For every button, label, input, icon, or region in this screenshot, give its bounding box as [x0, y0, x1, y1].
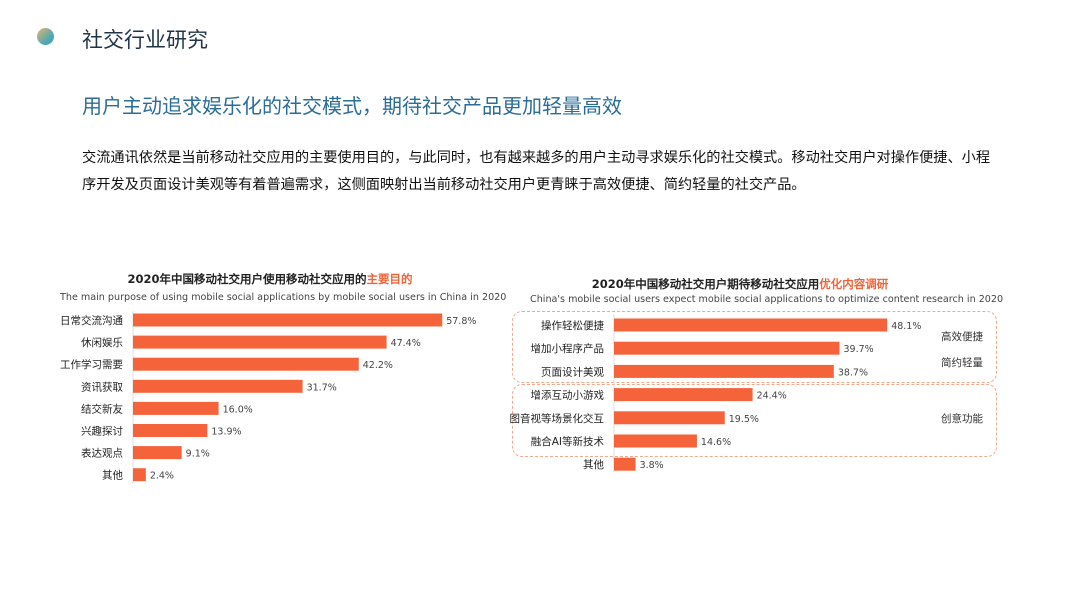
data-label: 57.8%: [446, 316, 476, 327]
data-label: 2.4%: [150, 471, 174, 482]
category-label: 其他: [583, 458, 604, 471]
bar: [614, 388, 753, 402]
group-label: 高效便捷: [941, 331, 983, 343]
bar: [133, 468, 146, 482]
category-label: 其他: [102, 469, 123, 482]
category-label: 工作学习需要: [60, 358, 123, 371]
data-label: 24.4%: [757, 391, 787, 402]
data-label: 19.5%: [729, 414, 759, 425]
category-label: 图音视等场景化交互: [510, 412, 605, 425]
data-label: 16.0%: [223, 404, 253, 415]
group-label: 创意功能: [941, 413, 983, 425]
bar: [614, 318, 888, 332]
chart2-title: 2020年中国移动社交用户期待移动社交应用优化内容调研: [530, 276, 950, 292]
data-label: 42.2%: [363, 360, 393, 371]
category-label: 结交新友: [81, 402, 123, 415]
data-label: 31.7%: [307, 382, 337, 393]
data-label: 13.9%: [211, 427, 241, 438]
data-label: 39.7%: [843, 344, 873, 355]
group-label: 简约轻量: [941, 357, 983, 369]
data-label: 38.7%: [838, 367, 868, 378]
bar: [133, 424, 208, 437]
page-title: 社交行业研究: [82, 28, 208, 52]
category-label: 增添互动小游戏: [531, 389, 605, 402]
bar: [614, 411, 725, 425]
data-label: 47.4%: [391, 338, 421, 349]
bar: [614, 434, 697, 448]
category-label: 休闲娱乐: [81, 336, 123, 349]
bar: [133, 313, 443, 327]
bar: [133, 335, 387, 349]
body-paragraph: 交流通讯依然是当前移动社交应用的主要使用目的，与此同时，也有越来越多的用户主动寻…: [82, 150, 991, 193]
chart2-title-highlight: 优化内容调研: [819, 277, 889, 291]
category-label: 资讯获取: [81, 380, 123, 393]
bar: [614, 341, 840, 355]
data-label: 3.8%: [640, 460, 664, 471]
data-label: 48.1%: [891, 321, 921, 332]
bar: [614, 457, 636, 471]
chart1-title: 2020年中国移动社交用户使用移动社交应用的主要目的: [60, 271, 480, 287]
data-label: 9.1%: [186, 449, 210, 460]
category-label: 融合AI等新技术: [531, 435, 605, 448]
chart1-title-highlight: 主要目的: [366, 272, 413, 286]
data-label: 14.6%: [701, 437, 731, 448]
category-label: 表达观点: [81, 447, 123, 460]
group-box-creative: [512, 384, 997, 457]
chart2-title-text: 2020年中国移动社交用户期待移动社交应用: [591, 277, 820, 291]
category-label: 页面设计美观: [541, 365, 604, 378]
chart2-subtitle: China's mobile social users expect mobil…: [530, 294, 1004, 305]
group-box-efficient: [512, 311, 997, 383]
headline: 用户主动追求娱乐化的社交模式，期待社交产品更加轻量高效: [82, 94, 622, 118]
bar: [133, 379, 303, 393]
category-label: 兴趣探讨: [81, 425, 123, 438]
category-label: 操作轻松便捷: [541, 319, 604, 332]
bar: [614, 364, 834, 378]
category-label: 增加小程序产品: [531, 342, 605, 355]
chart1-title-text: 2020年中国移动社交用户使用移动社交应用的: [127, 272, 367, 286]
bar: [133, 446, 182, 460]
category-label: 日常交流沟通: [60, 314, 123, 327]
chart1-subtitle: The main purpose of using mobile social …: [60, 292, 507, 303]
bar: [133, 357, 359, 371]
bullet-dot-icon: [37, 28, 54, 45]
bar: [133, 401, 219, 415]
